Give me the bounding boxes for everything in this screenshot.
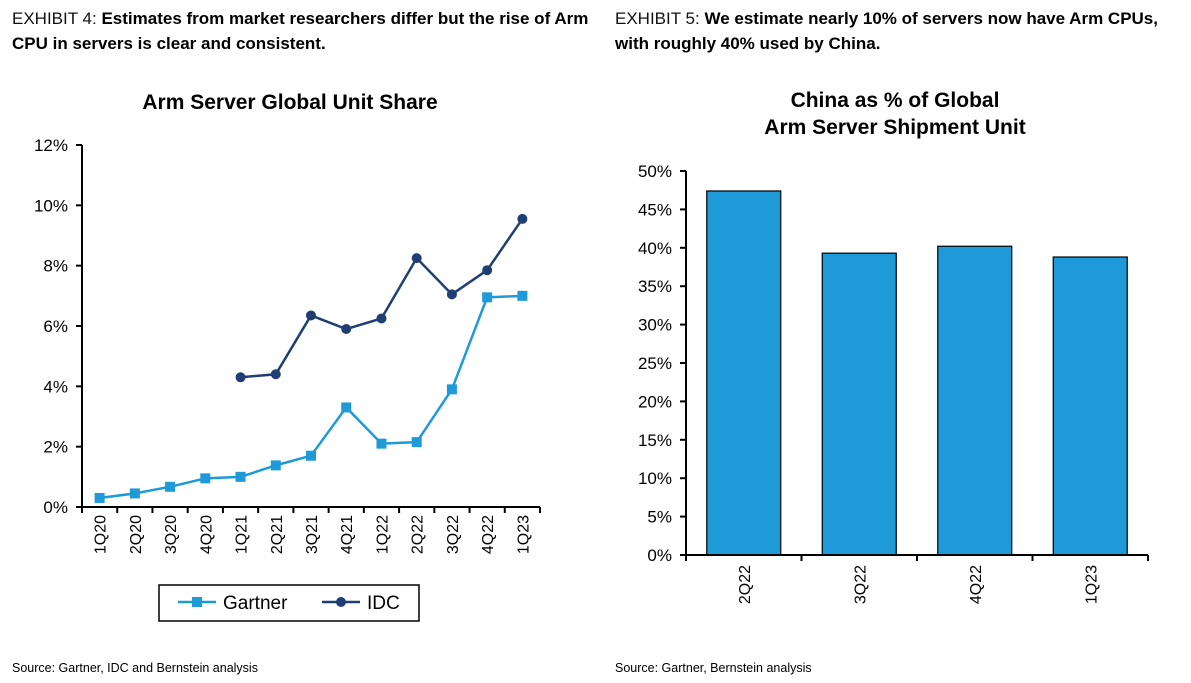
data-point-gartner — [306, 450, 316, 461]
x-tick-label: 2Q22 — [410, 515, 427, 554]
x-tick-label: 1Q23 — [515, 515, 532, 554]
data-point-gartner — [235, 471, 246, 482]
y-tick-label: 12% — [34, 136, 68, 155]
chart-title: Arm Server Global Unit Share — [142, 91, 437, 114]
exhibit-4-header: EXHIBIT 4: Estimates from market researc… — [12, 6, 592, 56]
legend-label: IDC — [367, 593, 400, 614]
data-point-gartner — [270, 460, 281, 471]
data-point-gartner — [200, 473, 211, 484]
exhibit-label: EXHIBIT 4: — [12, 9, 102, 28]
x-tick-label: 3Q22 — [852, 565, 869, 604]
data-point-idc — [235, 372, 246, 383]
bar — [1052, 256, 1128, 556]
data-point-gartner — [376, 438, 387, 449]
source-note: Source: Gartner, IDC and Bernstein analy… — [12, 661, 258, 675]
data-point-gartner — [482, 292, 493, 303]
series-line-gartner — [99, 294, 523, 500]
data-point-gartner — [517, 290, 528, 301]
x-tick-label: 2Q22 — [737, 565, 754, 604]
x-tick-label: 3Q20 — [163, 515, 180, 554]
data-point-idc — [517, 213, 528, 224]
data-point-idc — [306, 310, 316, 321]
data-point-idc — [270, 369, 281, 380]
chart-title: Arm Server Shipment Unit — [764, 116, 1025, 139]
y-tick-label: 10% — [34, 196, 68, 215]
legend-marker — [192, 597, 202, 607]
x-tick-label: 4Q21 — [339, 515, 356, 554]
chart-title: China as % of Global — [791, 89, 1000, 112]
y-tick-label: 25% — [638, 354, 672, 373]
bar — [706, 190, 782, 556]
y-tick-label: 0% — [43, 498, 68, 517]
y-tick-label: 8% — [43, 257, 68, 276]
y-tick-label: 10% — [638, 469, 672, 488]
exhibit-title: Estimates from market researchers differ… — [12, 9, 589, 53]
data-point-idc — [482, 265, 493, 276]
data-point-gartner — [94, 492, 105, 503]
y-tick-label: 0% — [647, 546, 672, 565]
y-tick-label: 6% — [43, 317, 68, 336]
x-tick-label: 3Q21 — [304, 515, 321, 554]
y-tick-label: 5% — [647, 508, 672, 527]
y-tick-label: 35% — [638, 277, 672, 296]
data-point-gartner — [165, 481, 176, 492]
data-point-gartner — [411, 437, 422, 448]
source-note: Source: Gartner, Bernstein analysis — [615, 661, 812, 675]
x-tick-label: 2Q20 — [128, 515, 145, 554]
data-point-gartner — [446, 384, 457, 395]
x-tick-label: 2Q21 — [269, 515, 286, 554]
x-tick-label: 4Q22 — [480, 515, 497, 554]
x-tick-label: 1Q21 — [234, 515, 251, 554]
series-line-idc — [240, 218, 524, 379]
bar — [937, 245, 1013, 556]
data-point-idc — [376, 313, 387, 324]
legend-marker — [336, 597, 346, 607]
y-tick-label: 20% — [638, 392, 672, 411]
exhibit-5-header: EXHIBIT 5: We estimate nearly 10% of ser… — [615, 6, 1180, 56]
y-tick-label: 15% — [638, 431, 672, 450]
x-tick-label: 4Q20 — [198, 515, 215, 554]
x-tick-label: 1Q20 — [93, 515, 110, 554]
data-point-idc — [446, 289, 457, 300]
bar — [821, 252, 897, 556]
exhibit-title: We estimate nearly 10% of servers now ha… — [615, 9, 1158, 53]
data-point-idc — [411, 253, 422, 264]
y-tick-label: 45% — [638, 200, 672, 219]
x-tick-label: 3Q22 — [445, 515, 462, 554]
y-tick-label: 4% — [43, 377, 68, 396]
data-point-gartner — [341, 402, 352, 413]
x-tick-label: 4Q22 — [968, 565, 985, 604]
legend-label: Gartner — [223, 593, 288, 614]
x-tick-label: 1Q23 — [1083, 565, 1100, 604]
data-point-gartner — [129, 488, 140, 499]
y-tick-label: 50% — [638, 162, 672, 181]
y-tick-label: 2% — [43, 438, 68, 457]
y-tick-label: 40% — [638, 239, 672, 258]
data-point-idc — [341, 324, 352, 335]
x-tick-label: 1Q22 — [374, 515, 391, 554]
exhibit-label: EXHIBIT 5: — [615, 9, 705, 28]
y-tick-label: 30% — [638, 316, 672, 335]
